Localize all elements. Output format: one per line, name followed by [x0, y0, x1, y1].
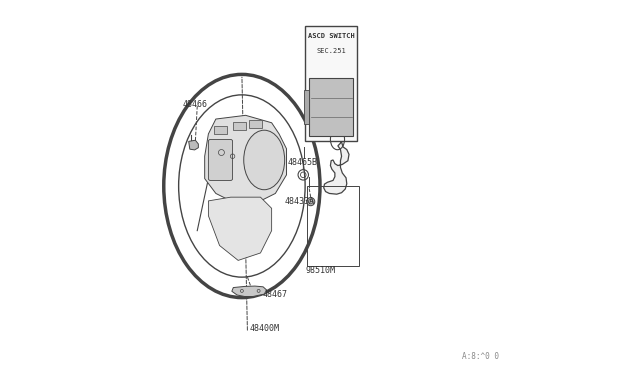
Bar: [214, 126, 227, 134]
Bar: [232, 122, 246, 130]
Text: 48433A: 48433A: [285, 197, 315, 206]
Polygon shape: [209, 197, 271, 260]
Ellipse shape: [244, 130, 285, 190]
Text: A:8:^0 0: A:8:^0 0: [461, 352, 499, 361]
FancyBboxPatch shape: [305, 90, 309, 124]
Bar: [307, 186, 359, 266]
Text: 48466: 48466: [182, 100, 207, 109]
Text: 48465B: 48465B: [287, 158, 317, 167]
Polygon shape: [232, 286, 267, 296]
FancyBboxPatch shape: [309, 78, 353, 136]
Text: 98510M: 98510M: [305, 266, 335, 275]
Bar: [250, 120, 262, 128]
Text: 48400M: 48400M: [250, 324, 279, 333]
Bar: [305, 26, 357, 141]
Text: SEC.251: SEC.251: [316, 48, 346, 54]
Text: 48467: 48467: [262, 290, 287, 299]
Ellipse shape: [307, 198, 315, 206]
Polygon shape: [324, 89, 349, 194]
Polygon shape: [189, 140, 198, 150]
Polygon shape: [205, 115, 287, 201]
Text: ASCD SWITCH: ASCD SWITCH: [308, 33, 355, 39]
FancyBboxPatch shape: [209, 140, 232, 180]
